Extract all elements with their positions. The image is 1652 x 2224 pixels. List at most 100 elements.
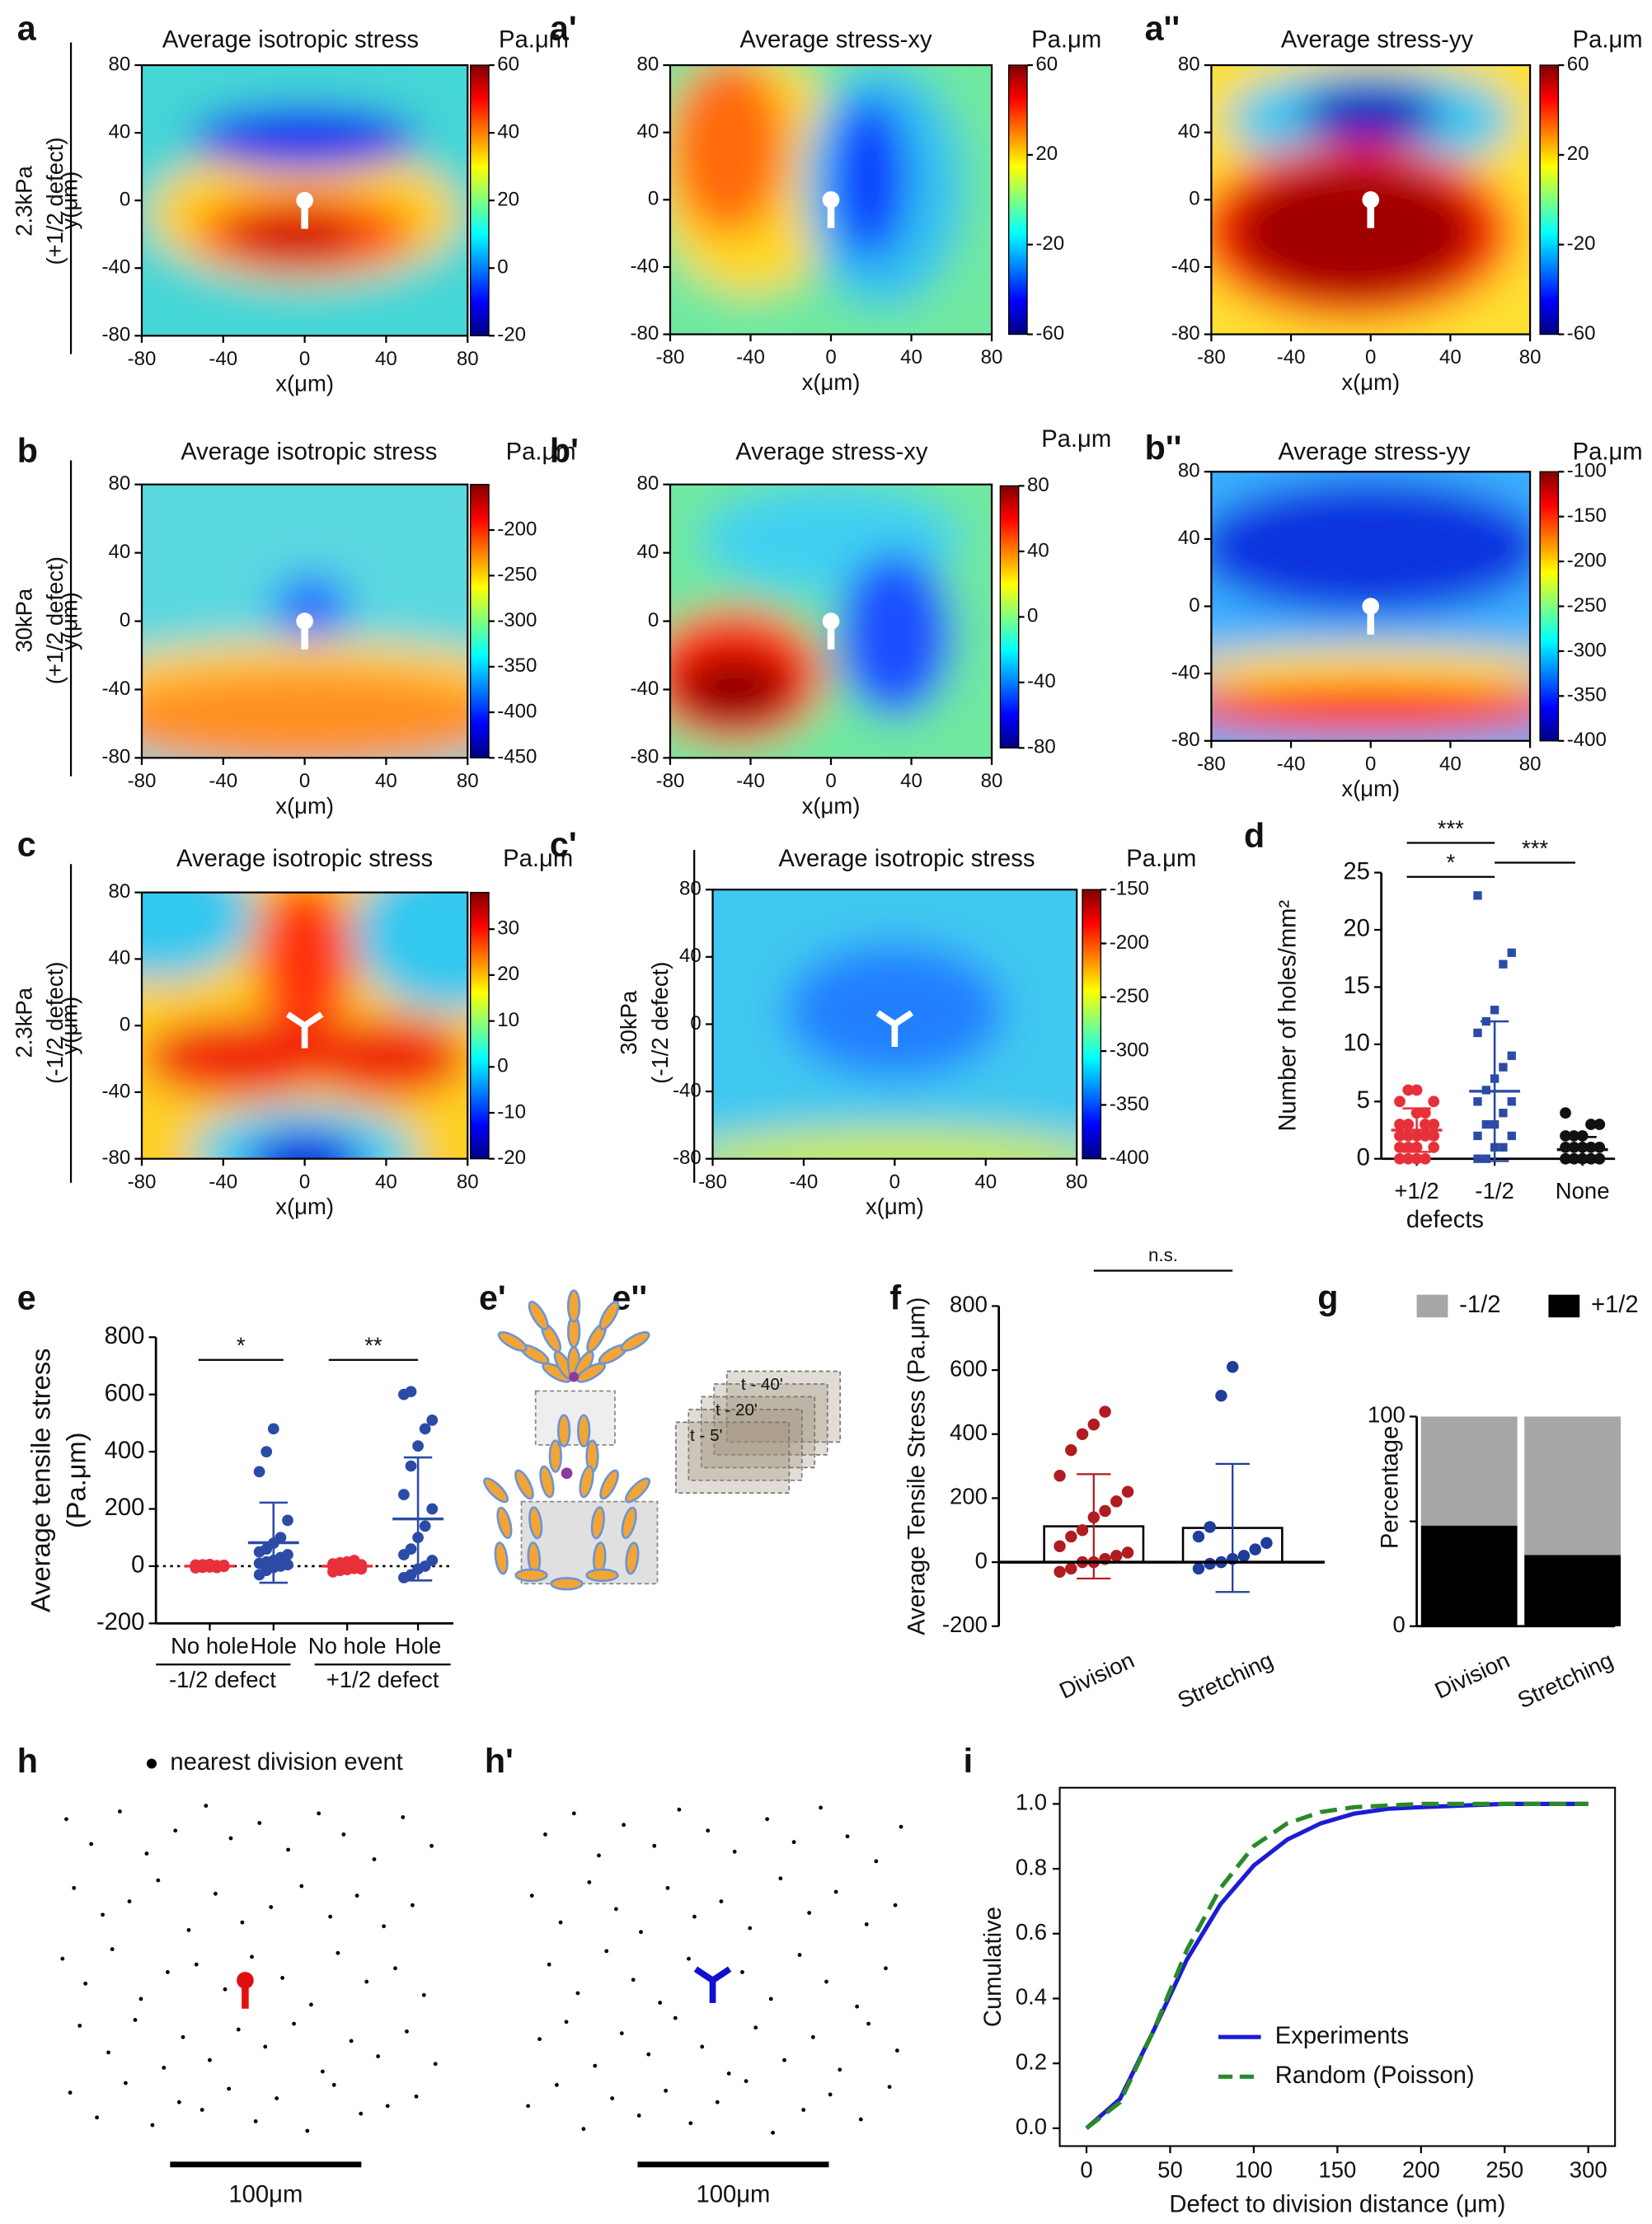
legend-swatch bbox=[1548, 1294, 1580, 1318]
colorbar-tick-label: -250 bbox=[1567, 594, 1607, 617]
time-label: t - 20' bbox=[716, 1401, 758, 1419]
chart-title: Average isotropic stress bbox=[181, 439, 437, 466]
panel-letter: a bbox=[17, 10, 37, 48]
division-event bbox=[166, 1970, 170, 1974]
heat-blob bbox=[1211, 480, 1531, 615]
scale-bar-label: 100μm bbox=[228, 2181, 303, 2208]
colorbar-tick-label: -200 bbox=[497, 518, 537, 540]
data-point bbox=[1428, 1119, 1440, 1130]
heat-blob bbox=[256, 892, 354, 1039]
data-point bbox=[1076, 1524, 1089, 1537]
y-tick-label: 0.2 bbox=[1016, 2048, 1047, 2074]
panel-letter: g bbox=[1317, 1279, 1338, 1316]
cell bbox=[566, 1289, 581, 1323]
panel-letter: h' bbox=[485, 1742, 514, 1780]
y-tick-label: 80 bbox=[1178, 460, 1200, 482]
defect-glyph bbox=[875, 1010, 897, 1027]
y-axis-label: Average Tensile Stress (Pa.μm) bbox=[903, 1297, 930, 1635]
x-tick-label: 0 bbox=[1365, 346, 1376, 368]
division-event bbox=[753, 2025, 758, 2030]
data-point bbox=[426, 1415, 439, 1426]
division-event bbox=[64, 1817, 68, 1822]
y-axis-label: y(μm) bbox=[56, 592, 82, 650]
panel-letter: e bbox=[17, 1279, 36, 1316]
bar-segment bbox=[1420, 1416, 1518, 1526]
cell bbox=[620, 1330, 650, 1352]
division-event bbox=[658, 2001, 663, 2005]
division-event bbox=[162, 2066, 167, 2070]
y-tick-label: 15 bbox=[1343, 973, 1369, 999]
colorbar-tick-label: 20 bbox=[1567, 143, 1589, 165]
cell bbox=[514, 1568, 548, 1583]
data-point bbox=[1507, 948, 1516, 957]
y-tick-label: 20 bbox=[1343, 916, 1369, 942]
row-label: 2.3kPa bbox=[11, 166, 36, 237]
division-event bbox=[228, 1836, 233, 1841]
cell bbox=[624, 1477, 650, 1504]
data-line bbox=[1085, 1801, 1589, 2130]
division-event bbox=[414, 2094, 419, 2099]
division-event bbox=[673, 2015, 678, 2020]
row-label: 2.3kPa bbox=[11, 987, 36, 1058]
colorbar-tick-label: -10 bbox=[497, 1100, 526, 1123]
y-tick-label: -40 bbox=[630, 678, 659, 700]
y-axis-label: y(μm) bbox=[56, 997, 82, 1055]
data-point bbox=[1192, 1530, 1205, 1543]
data-point bbox=[1420, 1130, 1431, 1142]
division-event bbox=[631, 1978, 636, 1982]
data-point bbox=[1473, 1028, 1482, 1038]
data-point bbox=[1499, 960, 1508, 969]
y-tick-label: 0 bbox=[1189, 594, 1199, 617]
division-event bbox=[529, 1893, 534, 1898]
x-tick-label: No hole bbox=[308, 1633, 387, 1659]
division-event bbox=[575, 1991, 580, 1996]
cell bbox=[483, 1477, 509, 1504]
y-tick-label: -40 bbox=[673, 1079, 702, 1101]
data-point bbox=[1402, 1152, 1415, 1165]
data-point bbox=[1473, 1154, 1482, 1163]
cell bbox=[621, 1506, 637, 1539]
colorbar-tick-label: 80 bbox=[1027, 474, 1049, 496]
y-axis-label: Average tensile stress bbox=[25, 1349, 55, 1613]
cell bbox=[585, 1568, 619, 1583]
x-tick-label: Hole bbox=[251, 1633, 298, 1659]
data-point bbox=[1394, 1130, 1406, 1142]
division-event bbox=[581, 2127, 586, 2132]
data-point bbox=[267, 1423, 279, 1435]
division-event bbox=[305, 2128, 310, 2133]
cell bbox=[590, 1506, 605, 1540]
division-event bbox=[372, 1857, 377, 1861]
defect-glyph bbox=[301, 200, 308, 229]
division-event bbox=[526, 2104, 531, 2109]
division-event bbox=[433, 2062, 438, 2067]
colorbar-tick-label: -350 bbox=[1567, 684, 1607, 706]
division-event bbox=[331, 2082, 336, 2087]
y-axis-label: (Pa.μm) bbox=[60, 1432, 91, 1528]
heat-blob bbox=[712, 1126, 1077, 1159]
division-event bbox=[106, 2050, 110, 2055]
data-point bbox=[1192, 1562, 1205, 1575]
y-axis-label: y(μm) bbox=[56, 171, 82, 230]
x-axis-label: x(μm) bbox=[802, 793, 861, 819]
time-frame bbox=[700, 1396, 816, 1469]
colorbar-tick-label: -250 bbox=[497, 564, 537, 586]
panel-letter: e' bbox=[479, 1279, 506, 1316]
x-tick-label: 250 bbox=[1485, 2157, 1523, 2183]
panel-letter: c bbox=[17, 826, 36, 864]
heat-blob bbox=[831, 97, 908, 260]
y-tick-label: 40 bbox=[636, 120, 659, 143]
division-event bbox=[874, 1859, 879, 1864]
time-frame bbox=[725, 1370, 842, 1443]
y-axis-label: Number of holes/mm² bbox=[1275, 899, 1302, 1131]
scale-bar-label: 100μm bbox=[696, 2181, 770, 2208]
defect-glyph bbox=[301, 621, 308, 650]
defect-glyph bbox=[285, 1011, 307, 1029]
data-point bbox=[1490, 1006, 1499, 1015]
y-tick-label: -40 bbox=[101, 678, 130, 700]
division-event bbox=[833, 1889, 838, 1894]
division-event bbox=[214, 1891, 218, 1896]
x-tick-label: Hole bbox=[395, 1633, 442, 1659]
data-point bbox=[1420, 1107, 1431, 1119]
data-point bbox=[1499, 1063, 1508, 1072]
